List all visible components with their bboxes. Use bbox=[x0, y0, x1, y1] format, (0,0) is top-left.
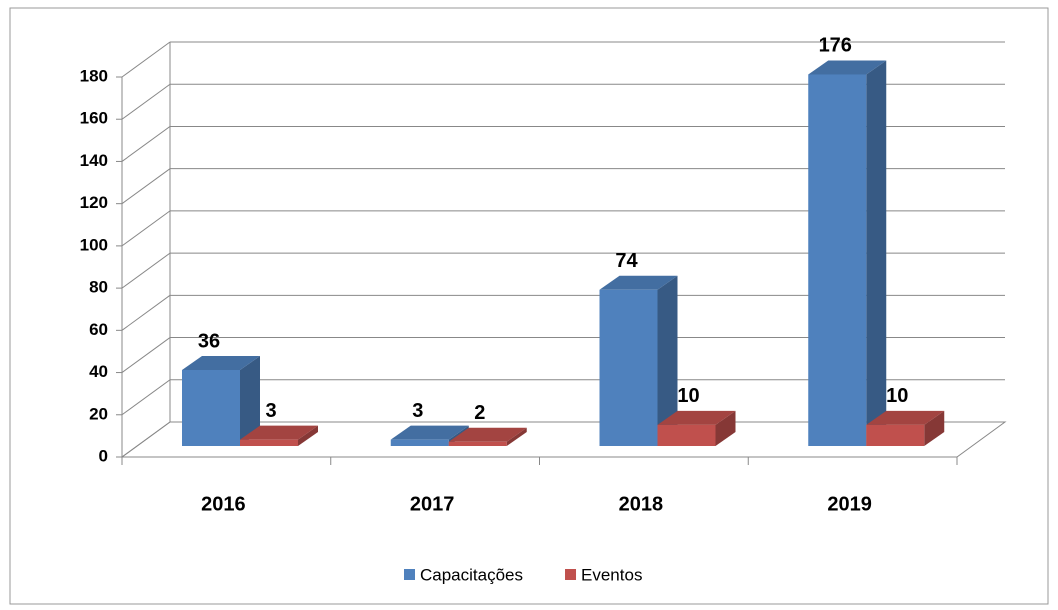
bar-top bbox=[448, 427, 527, 442]
bar-top bbox=[657, 410, 736, 425]
grid-line bbox=[121, 337, 171, 373]
bar bbox=[448, 441, 507, 446]
grid-line bbox=[121, 168, 171, 205]
y-tick-label: 120 bbox=[80, 193, 108, 212]
value-label: 10 bbox=[677, 385, 699, 407]
grid-line bbox=[121, 421, 171, 458]
value-label: 176 bbox=[819, 35, 852, 57]
y-tick-label: 40 bbox=[89, 362, 108, 381]
legend-label: Capacitações bbox=[420, 565, 523, 584]
x-tick-label: 2016 bbox=[201, 493, 246, 515]
value-label: 74 bbox=[615, 250, 638, 272]
grid-line bbox=[121, 126, 171, 162]
grid-line bbox=[121, 252, 171, 289]
legend-swatch bbox=[404, 569, 415, 580]
value-label: 10 bbox=[886, 385, 908, 407]
grid-line bbox=[121, 83, 171, 120]
bar-side bbox=[240, 356, 260, 446]
grid-line bbox=[121, 210, 171, 247]
bar bbox=[808, 74, 867, 446]
bar bbox=[599, 289, 658, 446]
bar-side bbox=[715, 410, 736, 446]
legend-swatch bbox=[565, 569, 577, 580]
bar-top bbox=[390, 425, 469, 440]
bar-top bbox=[866, 410, 945, 425]
bar-top bbox=[808, 60, 887, 75]
bar bbox=[657, 424, 716, 446]
bar-side bbox=[298, 425, 318, 446]
grid-line bbox=[121, 294, 171, 331]
bar-side bbox=[924, 410, 945, 446]
y-tick-label: 0 bbox=[99, 446, 108, 465]
value-label: 3 bbox=[265, 400, 276, 422]
bar-top bbox=[240, 425, 318, 440]
grid-line bbox=[121, 379, 171, 416]
value-label: 36 bbox=[198, 330, 220, 352]
chart-border bbox=[9, 7, 1049, 605]
bar-side bbox=[657, 275, 678, 446]
value-label: 2 bbox=[474, 402, 485, 424]
value-label: 3 bbox=[412, 400, 423, 422]
y-tick-label: 100 bbox=[80, 235, 108, 254]
bar bbox=[390, 439, 449, 446]
bar-side bbox=[506, 427, 527, 446]
bar bbox=[182, 370, 240, 446]
legend-label: Eventos bbox=[581, 565, 642, 584]
y-tick-label: 60 bbox=[89, 320, 108, 339]
y-tick-label: 160 bbox=[80, 109, 108, 128]
x-tick-label: 2018 bbox=[619, 493, 664, 515]
x-tick-label: 2019 bbox=[827, 493, 872, 515]
bar-top bbox=[599, 275, 678, 290]
grid-line bbox=[121, 41, 171, 78]
y-tick-label: 140 bbox=[80, 151, 108, 170]
y-tick-label: 180 bbox=[80, 66, 108, 85]
y-tick-label: 80 bbox=[89, 278, 108, 297]
bar bbox=[240, 439, 298, 446]
y-tick-label: 20 bbox=[89, 404, 108, 423]
bar bbox=[866, 424, 925, 446]
x-tick-label: 2017 bbox=[410, 493, 455, 515]
bar-side bbox=[866, 60, 887, 446]
bar-top bbox=[182, 356, 260, 370]
